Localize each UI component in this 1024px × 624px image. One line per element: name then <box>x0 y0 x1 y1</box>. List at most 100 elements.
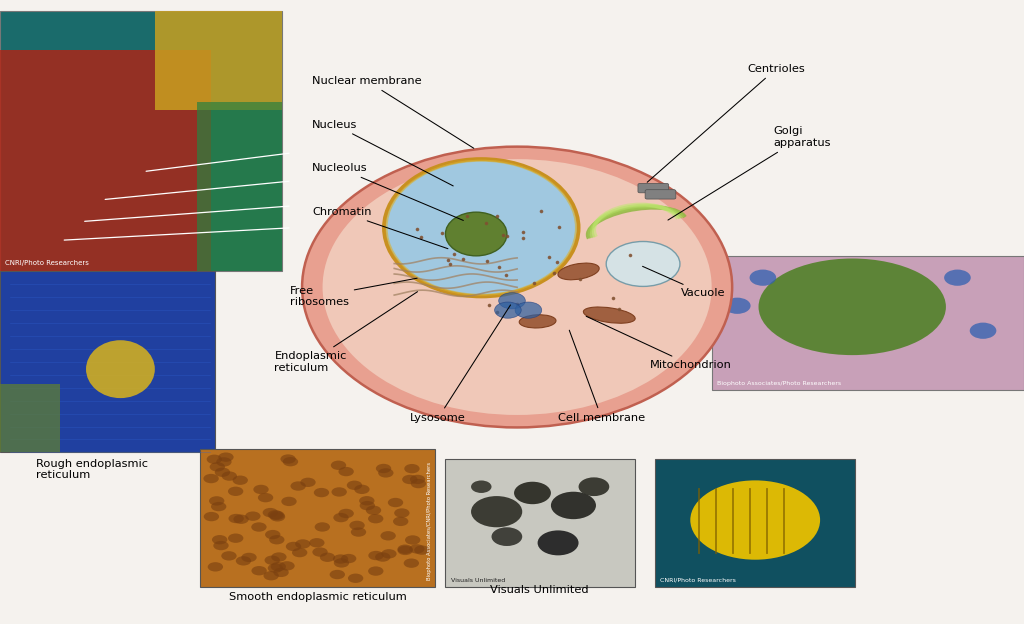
Text: Visuals Unlimited: Visuals Unlimited <box>490 585 589 595</box>
Circle shape <box>267 510 283 520</box>
FancyBboxPatch shape <box>638 183 669 193</box>
Circle shape <box>218 452 233 462</box>
Circle shape <box>359 501 375 510</box>
Circle shape <box>514 482 551 504</box>
Circle shape <box>354 485 370 494</box>
Ellipse shape <box>584 307 635 323</box>
Circle shape <box>282 497 297 506</box>
Circle shape <box>242 553 257 562</box>
Circle shape <box>216 457 231 467</box>
Circle shape <box>269 535 285 544</box>
Ellipse shape <box>445 212 507 256</box>
Circle shape <box>286 542 301 551</box>
Text: CNRI/Photo Researchers: CNRI/Photo Researchers <box>5 260 89 266</box>
Circle shape <box>236 556 251 565</box>
Circle shape <box>333 554 348 563</box>
Circle shape <box>724 298 751 314</box>
Circle shape <box>411 479 426 488</box>
Circle shape <box>283 457 298 466</box>
Circle shape <box>579 477 609 496</box>
Circle shape <box>750 270 776 286</box>
Bar <box>155 11 282 110</box>
Ellipse shape <box>86 340 155 398</box>
Circle shape <box>334 513 349 522</box>
Circle shape <box>368 514 383 524</box>
Circle shape <box>312 547 328 557</box>
Circle shape <box>292 548 307 557</box>
Circle shape <box>406 535 421 545</box>
Text: Biophoto Associates/CNRI/Photo Researchers: Biophoto Associates/CNRI/Photo Researche… <box>427 462 432 580</box>
Circle shape <box>369 551 384 560</box>
Circle shape <box>263 571 279 580</box>
Circle shape <box>269 510 285 520</box>
Circle shape <box>349 520 365 530</box>
Circle shape <box>538 530 579 555</box>
Circle shape <box>606 241 680 286</box>
Circle shape <box>228 487 244 496</box>
Circle shape <box>515 302 542 318</box>
Circle shape <box>393 517 409 526</box>
Circle shape <box>381 549 396 558</box>
Circle shape <box>397 546 413 555</box>
Text: Visuals Unlimited: Visuals Unlimited <box>451 578 505 583</box>
Bar <box>0 384 60 452</box>
Circle shape <box>332 487 347 497</box>
Circle shape <box>339 509 354 518</box>
Circle shape <box>228 514 244 523</box>
Circle shape <box>273 568 289 577</box>
Text: Vacuole: Vacuole <box>642 266 725 298</box>
Circle shape <box>212 535 227 544</box>
Circle shape <box>280 561 295 570</box>
Circle shape <box>262 508 278 517</box>
Circle shape <box>215 467 230 477</box>
Circle shape <box>378 468 393 477</box>
Text: Nucleus: Nucleus <box>312 120 454 186</box>
Circle shape <box>366 505 381 515</box>
Circle shape <box>944 270 971 286</box>
Circle shape <box>397 545 413 554</box>
Circle shape <box>258 493 273 502</box>
Circle shape <box>267 563 283 573</box>
Circle shape <box>204 474 219 483</box>
Circle shape <box>233 515 249 524</box>
Bar <box>200 449 435 587</box>
Circle shape <box>330 570 345 579</box>
Bar <box>0 50 211 271</box>
Ellipse shape <box>690 480 820 560</box>
Circle shape <box>221 471 237 480</box>
Circle shape <box>404 464 420 474</box>
Text: Centrioles: Centrioles <box>647 64 805 182</box>
Circle shape <box>970 323 996 339</box>
Circle shape <box>339 467 354 476</box>
Circle shape <box>253 485 268 494</box>
Circle shape <box>334 558 349 568</box>
Bar <box>712 256 1024 390</box>
Text: Mitochondrion: Mitochondrion <box>586 316 732 370</box>
Bar <box>655 459 855 587</box>
Bar <box>197 102 282 271</box>
Circle shape <box>410 544 425 553</box>
Ellipse shape <box>519 314 556 328</box>
Text: Nucleolus: Nucleolus <box>312 163 463 220</box>
Circle shape <box>414 545 429 555</box>
Circle shape <box>347 480 362 490</box>
Bar <box>445 459 635 587</box>
Circle shape <box>204 512 219 521</box>
Circle shape <box>359 496 375 505</box>
Circle shape <box>499 293 525 309</box>
Circle shape <box>271 552 287 562</box>
Circle shape <box>270 512 286 522</box>
Circle shape <box>251 522 266 532</box>
Text: CNRI/Photo Researchers: CNRI/Photo Researchers <box>660 578 736 583</box>
Text: Biophoto Associates/Photo Researchers: Biophoto Associates/Photo Researchers <box>717 381 841 386</box>
Circle shape <box>410 475 425 484</box>
Circle shape <box>300 477 315 487</box>
Circle shape <box>376 464 391 473</box>
Ellipse shape <box>558 263 599 280</box>
Text: Golgi
apparatus: Golgi apparatus <box>668 127 830 220</box>
Circle shape <box>331 461 346 470</box>
Circle shape <box>381 531 396 540</box>
Circle shape <box>341 554 356 563</box>
Ellipse shape <box>302 147 732 427</box>
Text: Nuclear membrane: Nuclear membrane <box>312 76 474 149</box>
